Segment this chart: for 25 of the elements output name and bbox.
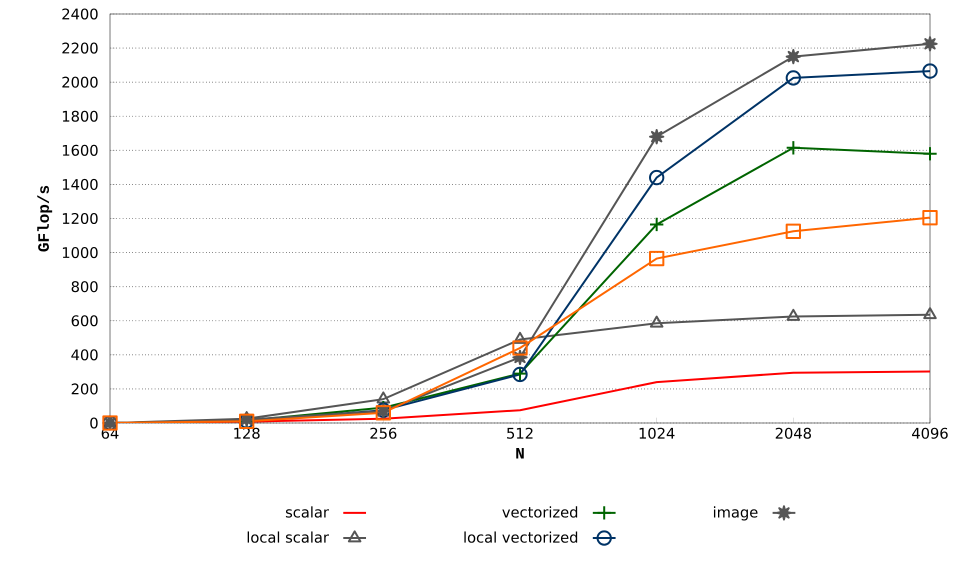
y-tick-label: 2000: [62, 76, 98, 88]
x-axis-title: N: [516, 448, 524, 458]
y-tick-label: 1600: [62, 144, 98, 156]
x-tick-label: 2048: [776, 428, 811, 439]
legend-label: vectorized: [502, 506, 578, 518]
y-tick-label: 1400: [62, 178, 98, 190]
legend-label: local scalar: [248, 531, 329, 543]
y-tick-label: 2200: [62, 42, 98, 54]
y-tick-label: 2400: [62, 8, 98, 20]
y-tick-label: 200: [72, 383, 98, 394]
x-tick-label: 1024: [640, 428, 675, 439]
x-tick-label: 4096: [912, 428, 948, 439]
y-tick-label: 600: [72, 315, 98, 326]
legend-label: local vectorized: [464, 531, 578, 543]
y-tick-label: 0: [90, 417, 98, 429]
x-tick-label: 256: [370, 428, 396, 439]
legend-label: image: [714, 506, 758, 521]
x-tick-label: 512: [507, 428, 533, 439]
y-tick-label: 1800: [62, 110, 98, 122]
y-tick-label: 800: [72, 281, 98, 292]
y-tick-label: 1200: [62, 212, 98, 224]
legend-label: scalar: [286, 506, 329, 518]
y-tick-label: 400: [71, 349, 98, 360]
y-tick-label: 1000: [62, 247, 98, 258]
y-axis-title: GFlop/s: [37, 186, 52, 252]
